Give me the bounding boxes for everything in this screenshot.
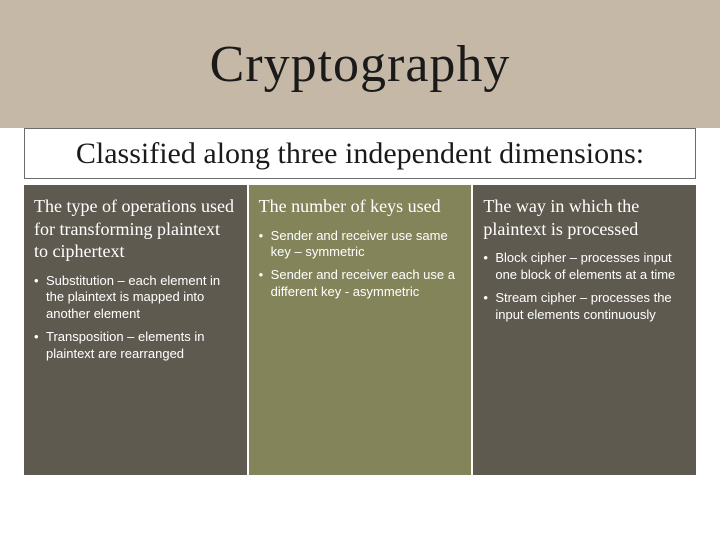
list-item: Stream cipher – processes the input elem… bbox=[483, 290, 686, 324]
bullet-list: Sender and receiver use same key – symme… bbox=[259, 228, 462, 302]
bullet-list: Substitution – each element in the plain… bbox=[34, 273, 237, 363]
slide-title: Cryptography bbox=[210, 35, 511, 94]
bullet-list: Block cipher – processes input one block… bbox=[483, 250, 686, 324]
slide: Cryptography Classified along three inde… bbox=[0, 0, 720, 540]
list-item: Block cipher – processes input one block… bbox=[483, 250, 686, 284]
subtitle-box: Classified along three independent dimen… bbox=[24, 128, 696, 179]
columns-row: The type of operations used for transfor… bbox=[24, 185, 696, 475]
column-3: The way in which the plaintext is proces… bbox=[473, 185, 696, 475]
column-heading: The type of operations used for transfor… bbox=[34, 195, 237, 263]
list-item: Transposition – elements in plaintext ar… bbox=[34, 329, 237, 363]
list-item: Sender and receiver each use a different… bbox=[259, 267, 462, 301]
list-item: Substitution – each element in the plain… bbox=[34, 273, 237, 324]
column-heading: The way in which the plaintext is proces… bbox=[483, 195, 686, 240]
list-item: Sender and receiver use same key – symme… bbox=[259, 228, 462, 262]
column-2: The number of keys used Sender and recei… bbox=[249, 185, 472, 475]
title-band: Cryptography bbox=[0, 0, 720, 128]
slide-subtitle: Classified along three independent dimen… bbox=[76, 137, 644, 170]
column-heading: The number of keys used bbox=[259, 195, 462, 218]
column-1: The type of operations used for transfor… bbox=[24, 185, 247, 475]
